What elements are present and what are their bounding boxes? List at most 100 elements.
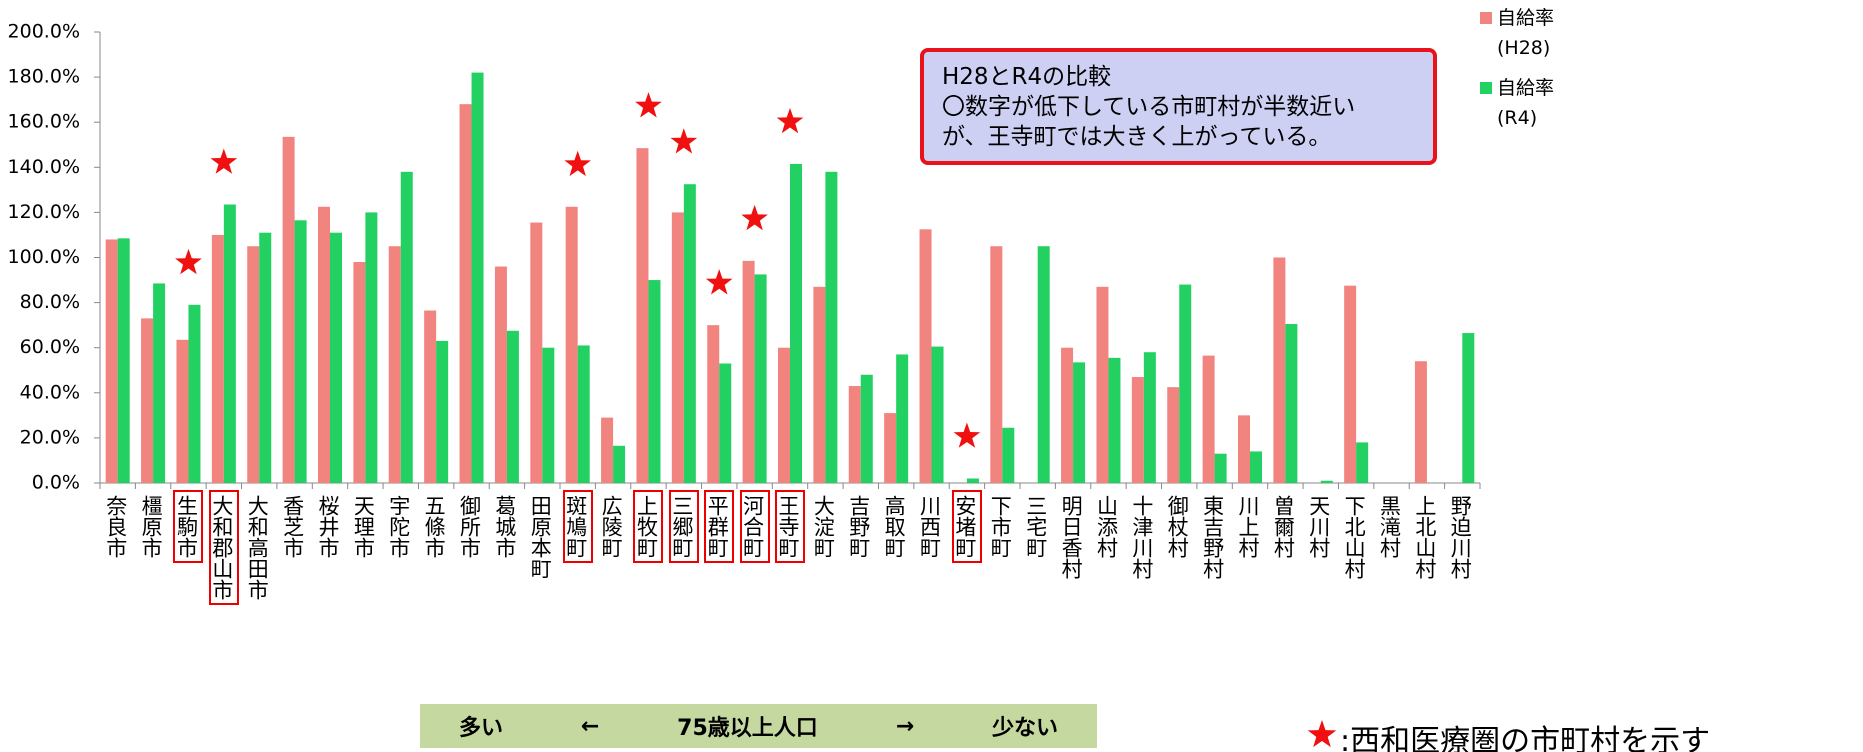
highlight-star xyxy=(776,107,804,134)
x-tick-label: 上北山村 xyxy=(1412,495,1437,579)
x-tick-label: 橿原市 xyxy=(139,495,164,558)
y-tick-label: 140.0% xyxy=(8,156,80,178)
bar xyxy=(671,212,684,483)
bar xyxy=(1344,285,1357,483)
x-tick-label: 広陵町 xyxy=(599,495,624,558)
x-tick-label: 香芝市 xyxy=(280,495,305,558)
bar xyxy=(1108,357,1121,483)
x-tick-label: 平群町 xyxy=(704,490,735,563)
x-tick-label: 御所市 xyxy=(457,495,482,558)
band-arrow: → xyxy=(895,713,915,739)
bar xyxy=(141,318,154,483)
highlight-star xyxy=(210,148,238,174)
x-tick-label: 東吉野村 xyxy=(1200,495,1225,579)
y-tick-label: 100.0% xyxy=(8,246,80,268)
highlight-star xyxy=(741,204,768,231)
x-tick-label: 曽爾村 xyxy=(1271,495,1296,558)
bar xyxy=(188,304,201,483)
bar xyxy=(1202,355,1215,483)
bar xyxy=(542,347,555,483)
bar xyxy=(1143,352,1156,483)
x-tick-label: 明日香村 xyxy=(1059,495,1084,579)
legend-label: 自給率(H28) xyxy=(1497,7,1555,59)
bar xyxy=(153,283,166,483)
highlight-star xyxy=(953,422,981,448)
band-text: 少ない xyxy=(992,716,1059,741)
x-tick-label: 十津川村 xyxy=(1129,495,1154,579)
bar xyxy=(990,246,1003,483)
bar xyxy=(1273,257,1286,483)
axis-band: 多い ← 75歳以上人口 → 少ない xyxy=(420,704,1097,748)
x-tick-label: 生駒市 xyxy=(173,490,204,563)
highlight-star xyxy=(670,128,698,154)
x-tick-label: 桜井市 xyxy=(316,495,340,558)
bar xyxy=(1462,333,1475,483)
bar xyxy=(318,206,330,483)
highlight-star xyxy=(705,269,733,295)
bar xyxy=(683,184,696,483)
bar xyxy=(1179,284,1192,483)
bar xyxy=(400,171,413,483)
annotation-line: H28とR4の比較 xyxy=(942,64,1112,90)
bar xyxy=(1131,377,1144,483)
bar xyxy=(1061,347,1074,483)
y-tick-label: 160.0% xyxy=(8,111,80,133)
bar xyxy=(707,325,720,483)
bar xyxy=(884,413,897,483)
bar xyxy=(565,206,578,483)
band-arrow: ← xyxy=(580,713,600,739)
bar xyxy=(648,280,661,483)
bar xyxy=(282,136,295,484)
bar xyxy=(459,104,472,483)
bar xyxy=(223,204,236,483)
bar xyxy=(1414,361,1427,483)
y-tick-label: 200.0% xyxy=(8,21,80,43)
bar xyxy=(813,286,826,483)
x-tick-label: 天川村 xyxy=(1306,495,1331,558)
bar xyxy=(506,330,519,483)
highlight-star xyxy=(635,92,662,118)
bar xyxy=(117,238,130,483)
x-tick-label: 下北山村 xyxy=(1342,495,1367,579)
bar xyxy=(860,374,873,483)
legend-swatch xyxy=(1480,82,1492,94)
bar xyxy=(1238,415,1250,483)
band-text: 75歳以上人口 xyxy=(677,716,818,741)
bar xyxy=(613,445,626,483)
y-tick-label: 0.0% xyxy=(32,472,80,494)
x-tick-label: 五條市 xyxy=(422,495,447,558)
bar xyxy=(471,72,484,483)
y-tick-label: 60.0% xyxy=(20,336,80,358)
highlight-star xyxy=(564,150,591,177)
bar xyxy=(896,354,909,483)
star-note: :西和医療圏の市町村を示す xyxy=(1340,724,1711,752)
bar xyxy=(848,386,861,483)
bar xyxy=(754,274,767,483)
x-tick-label: 王寺町 xyxy=(775,490,805,563)
x-tick-label: 大淀町 xyxy=(811,495,836,558)
band-text: 多い xyxy=(458,716,503,741)
x-tick-label: 奈良市 xyxy=(103,495,128,558)
bar xyxy=(436,340,449,483)
bar xyxy=(719,363,732,483)
bar xyxy=(636,148,649,483)
x-tick-label: 河合町 xyxy=(739,490,770,563)
bar xyxy=(365,212,378,483)
bar xyxy=(825,171,838,483)
bar xyxy=(778,347,790,483)
bar xyxy=(1167,387,1180,483)
x-tick-label: 大和高田市 xyxy=(245,495,270,600)
bar xyxy=(601,417,614,483)
bar xyxy=(919,229,932,483)
bar xyxy=(1356,442,1369,483)
bar xyxy=(530,222,543,484)
x-tick-label: 宇陀市 xyxy=(386,495,411,558)
x-tick-label: 三郷町 xyxy=(668,490,699,563)
x-tick-label: 山添村 xyxy=(1094,495,1119,558)
x-tick-label: 吉野町 xyxy=(846,495,871,558)
x-tick-label: 斑鳩町 xyxy=(562,490,593,563)
x-tick-label: 御杖村 xyxy=(1165,495,1190,558)
bar xyxy=(259,232,272,483)
bar xyxy=(966,478,979,483)
bar xyxy=(1214,453,1227,483)
